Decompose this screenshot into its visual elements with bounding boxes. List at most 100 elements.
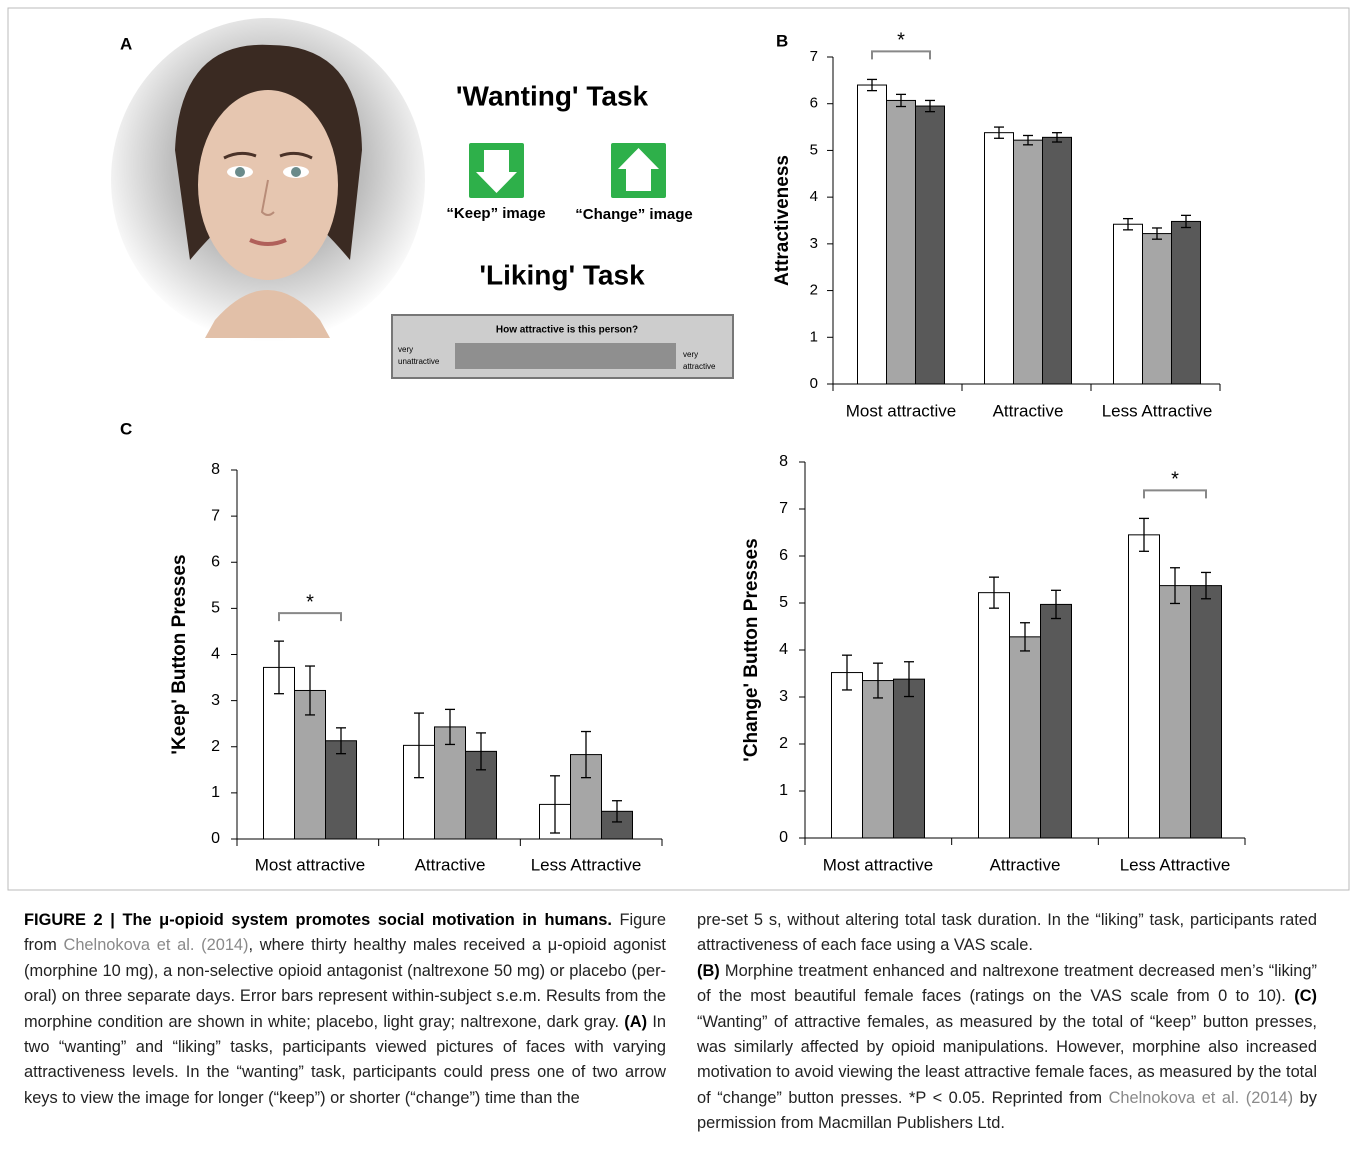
y-tick-label: 2: [810, 282, 818, 299]
y-tick-label: 8: [211, 461, 220, 478]
x-tick-label: Most attractive: [255, 855, 366, 874]
bar: [1013, 139, 1043, 385]
y-tick-label: 0: [810, 375, 818, 392]
significance-bracket: [278, 612, 342, 622]
caption-text: pre-set 5 s, without altering total task…: [697, 911, 1317, 955]
x-tick-label: Less Attractive: [531, 855, 642, 874]
panel-label: A: [120, 34, 132, 53]
change-icon: [611, 143, 666, 198]
bar: [1142, 233, 1172, 385]
bar: [1159, 585, 1191, 839]
caption-right: pre-set 5 s, without altering total task…: [697, 908, 1317, 1137]
significance-marker: *: [1171, 469, 1179, 491]
y-tick-label: 3: [779, 688, 788, 705]
bar: [915, 105, 945, 385]
y-tick-label: 1: [810, 328, 818, 345]
caption-text: Figure from: [24, 911, 666, 955]
bar: [1128, 534, 1160, 839]
figure: A 'Wanting' Task “Keep” image “Change” i…: [7, 7, 1350, 891]
caption-text: Morphine treatment enhanced and naltrexo…: [697, 961, 1317, 1006]
y-tick-label: 7: [779, 500, 788, 517]
bar: [601, 810, 633, 840]
y-tick-label: 6: [211, 553, 220, 570]
bar: [1009, 636, 1041, 839]
significance-marker: *: [897, 30, 905, 52]
x-tick-label: Attractive: [990, 855, 1061, 874]
y-tick-label: 6: [810, 95, 818, 112]
x-tick-label: Most attractive: [846, 401, 957, 420]
bar: [862, 680, 894, 839]
caption-text: , where thirty healthy males received a …: [24, 936, 666, 1031]
vas-left: very: [398, 345, 413, 354]
x-tick-label: Most attractive: [823, 855, 934, 874]
bar: [1042, 136, 1072, 385]
bar: [1040, 603, 1072, 839]
task-title: 'Wanting' Task: [456, 80, 649, 111]
y-tick-label: 4: [211, 646, 220, 663]
y-tick-label: 1: [211, 784, 220, 801]
y-tick-label: 6: [779, 547, 788, 564]
y-axis-label: 'Keep' Button Presses: [169, 554, 190, 754]
x-tick-label: Less Attractive: [1120, 855, 1231, 874]
vas-right: attractive: [683, 362, 716, 371]
y-tick-label: 3: [211, 692, 220, 709]
bar: [1113, 223, 1143, 385]
change-label: “Change” image: [575, 206, 693, 223]
caption-text: by permission from Macmillan Publishers …: [697, 1088, 1317, 1133]
citation-link[interactable]: Chelnokova et al. (2014): [1108, 1088, 1294, 1107]
figure-border: [7, 7, 1350, 891]
y-tick-label: 3: [810, 235, 818, 252]
caption-text: “Wanting” of attractive females, as meas…: [697, 1012, 1317, 1107]
y-tick-label: 2: [779, 735, 788, 752]
bar: [857, 84, 887, 385]
vas-scale: How attractive is this person? very unat…: [391, 314, 734, 379]
y-tick-label: 1: [779, 782, 788, 799]
caption-title: FIGURE 2 | The μ-opioid system promotes …: [24, 911, 612, 929]
vas-right: very: [683, 350, 698, 359]
panel-label: C: [120, 419, 132, 438]
y-tick-label: 4: [810, 188, 818, 205]
y-tick-label: 8: [779, 453, 788, 470]
bar: [831, 672, 863, 839]
keep-label: “Keep” image: [446, 205, 545, 222]
task-title: 'Liking' Task: [479, 259, 645, 290]
bar: [1171, 220, 1201, 385]
y-tick-label: 7: [810, 48, 818, 65]
y-tick-label: 5: [810, 141, 818, 158]
bar: [978, 592, 1010, 839]
y-axis-label: Attractiveness: [772, 155, 793, 286]
x-tick-label: Less Attractive: [1102, 401, 1213, 420]
caption-panel: (B): [697, 961, 720, 980]
face-photo: [111, 18, 425, 342]
citation-link[interactable]: Chelnokova et al. (2014): [63, 936, 249, 955]
caption-left: FIGURE 2 | The μ-opioid system promotes …: [24, 908, 666, 1111]
y-tick-label: 0: [779, 829, 788, 846]
caption-paragraph: (B) Morphine treatment enhanced and nalt…: [697, 959, 1317, 1137]
bar: [325, 740, 357, 840]
bar: [886, 99, 916, 385]
y-tick-label: 7: [211, 507, 220, 524]
y-tick-label: 0: [211, 830, 220, 847]
keep-icon: [469, 143, 524, 198]
bar: [984, 132, 1014, 385]
significance-bracket: [871, 50, 931, 60]
bar: [1190, 585, 1222, 839]
panel-label: B: [776, 31, 788, 50]
x-tick-label: Attractive: [993, 401, 1064, 420]
y-tick-label: 4: [779, 641, 788, 658]
significance-bracket: [1143, 489, 1207, 499]
bar: [263, 666, 295, 840]
caption-panel: (C): [1294, 987, 1317, 1006]
y-tick-label: 5: [211, 600, 220, 617]
caption-panel: (A): [624, 1012, 648, 1031]
y-tick-label: 5: [779, 594, 788, 611]
y-tick-label: 2: [211, 738, 220, 755]
bar: [893, 678, 925, 839]
vas-question: How attractive is this person?: [496, 325, 638, 336]
significance-marker: *: [306, 591, 314, 613]
x-tick-label: Attractive: [415, 855, 486, 874]
vas-left: unattractive: [398, 357, 440, 366]
caption-text: In two “wanting” and “liking” tasks, par…: [24, 1012, 666, 1107]
y-axis-label: 'Change' Button Presses: [741, 538, 762, 761]
